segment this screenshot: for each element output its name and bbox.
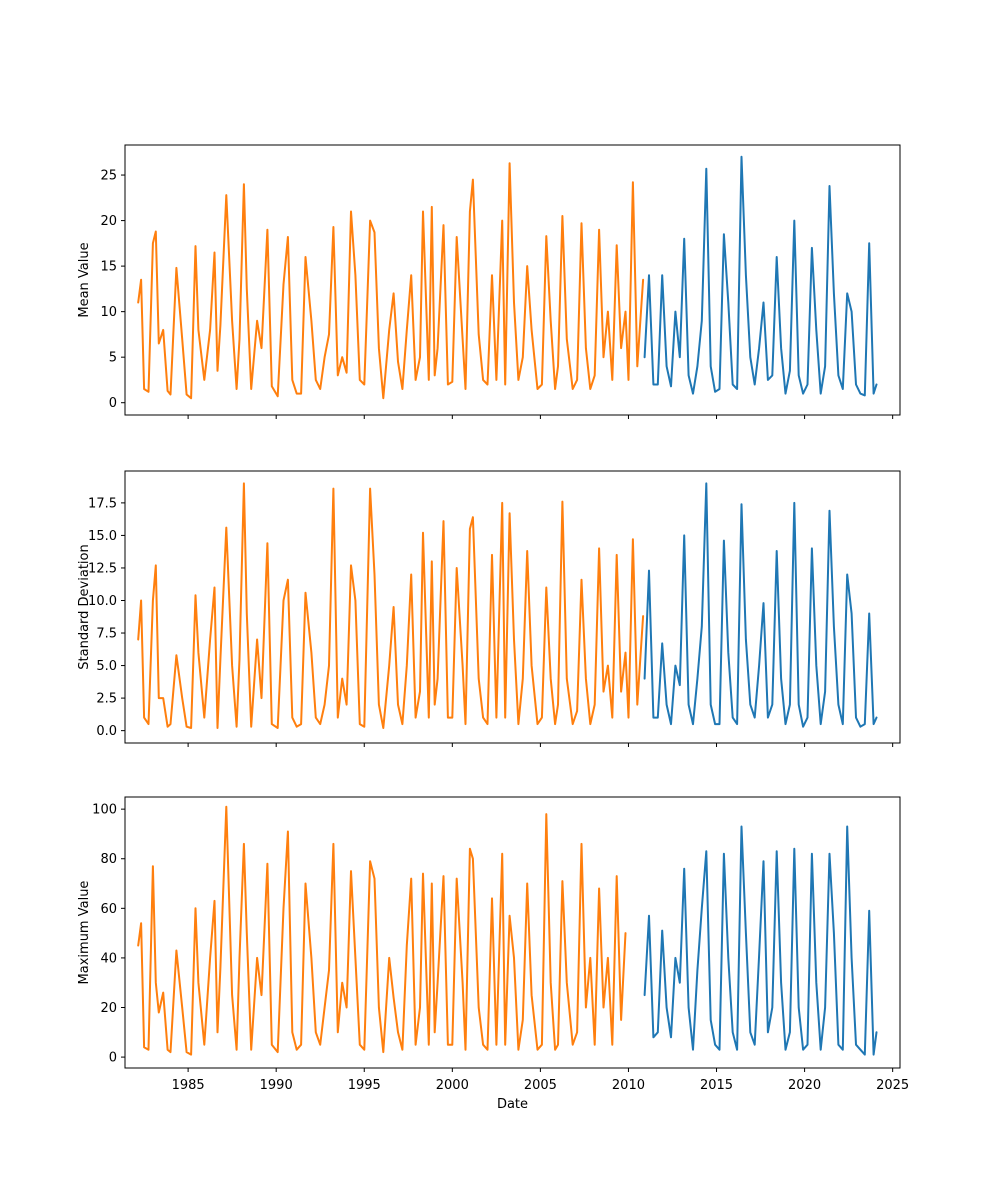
x-tick-label: 2005 [524,1078,557,1093]
axes-frame [124,144,901,416]
y-tick-label: 15 [100,260,117,275]
axes-frame [124,470,901,744]
recent-series-line [643,155,878,397]
y-tick-label: 0 [109,396,117,411]
y-tick-label: 12.5 [88,561,117,576]
x-axis-label: Date [497,1097,528,1112]
y-tick-label: 0 [109,1051,117,1066]
x-tick-label: 2015 [700,1078,733,1093]
y-tick-label: 17.5 [88,496,117,511]
y-tick-label: 25 [100,169,117,184]
x-tick-label: 1985 [172,1078,205,1093]
x-tick-label: 1990 [260,1078,293,1093]
y-tick-label: 80 [100,852,117,867]
recent-series-line [643,482,878,728]
y-axis-label: Standard Deviation [77,544,92,669]
y-tick-label: 5 [109,351,117,366]
y-tick-label: 10.0 [88,594,117,609]
axes-frame [124,796,901,1069]
x-tick-label: 2025 [876,1078,909,1093]
y-axis-label: Maximum Value [77,881,92,985]
y-tick-label: 60 [100,902,117,917]
y-tick-label: 20 [100,1001,117,1016]
y-tick-label: 7.5 [96,627,117,642]
recent-series-line [643,825,878,1056]
x-tick-label: 2000 [436,1078,469,1093]
y-tick-label: 0.0 [96,724,117,739]
x-tick-label: 2010 [612,1078,645,1093]
history-series-line [137,162,645,400]
y-tick-label: 15.0 [88,529,117,544]
y-tick-label: 100 [92,803,117,818]
x-tick-label: 2020 [788,1078,821,1093]
y-tick-label: 40 [100,951,117,966]
x-tick-label: 1995 [348,1078,381,1093]
history-series-line [137,805,627,1056]
y-tick-label: 2.5 [96,692,117,707]
y-tick-label: 20 [100,214,117,229]
history-series-line [137,482,645,729]
y-tick-label: 10 [100,305,117,320]
y-tick-label: 5.0 [96,659,117,674]
y-axis-label: Mean Value [77,242,92,317]
